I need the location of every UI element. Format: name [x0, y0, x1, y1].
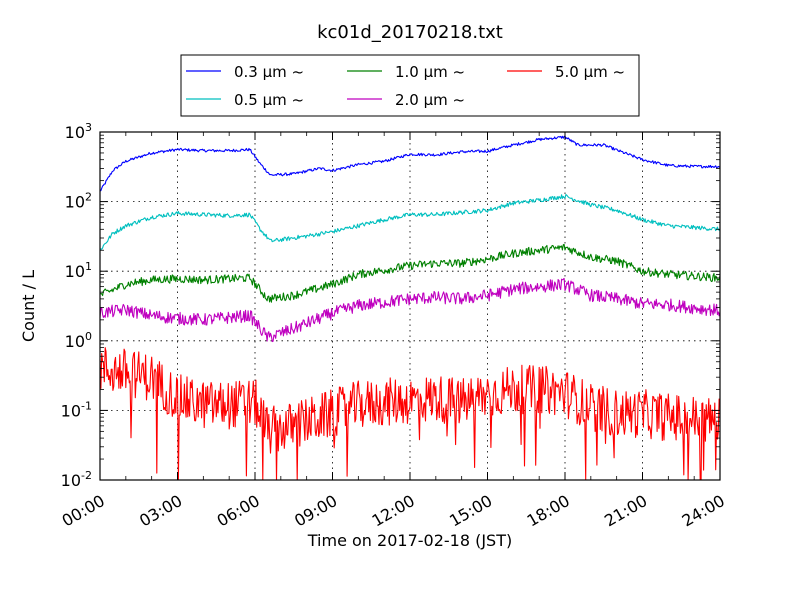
y-tick-exp: -1: [81, 399, 92, 412]
series-line-4: [99, 347, 721, 481]
y-tick-label: 10-2: [61, 469, 92, 490]
x-tick-label: 21:00: [601, 491, 650, 531]
y-tick-base: 10: [65, 262, 85, 281]
legend-label: 1.0 μm ~: [395, 63, 465, 81]
grid: [100, 132, 720, 480]
legend-label: 0.3 μm ~: [234, 63, 304, 81]
series-line-0: [99, 135, 721, 192]
y-tick-label: 100: [65, 330, 92, 351]
x-tick-label: 09:00: [291, 491, 340, 531]
legend: 0.3 μm ~ 0.5 μm ~ 1.0 μm ~ 2.0 μm ~ 5.0 μm ~: [180, 54, 640, 117]
x-tick-label: 03:00: [136, 491, 185, 531]
series-line-2: [99, 243, 721, 303]
y-tick-label: 101: [65, 260, 92, 281]
series-line-1: [99, 194, 721, 250]
y-tick-exp: 1: [85, 260, 92, 273]
ticks: [99, 131, 721, 481]
y-tick-base: 10: [65, 123, 85, 142]
legend-label: 5.0 μm ~: [555, 63, 625, 81]
chart-title: kc01d_20170218.txt: [317, 22, 503, 43]
legend-label: 0.5 μm ~: [234, 91, 304, 109]
y-tick-base: 10: [61, 401, 81, 420]
y-tick-exp: 0: [85, 330, 92, 343]
x-tick-label: 18:00: [524, 491, 573, 531]
y-tick-label: 103: [65, 121, 92, 142]
x-tick-label: 06:00: [214, 491, 263, 531]
x-tick-label: 15:00: [446, 491, 495, 531]
x-axis-label: Time on 2017-02-18 (JST): [307, 531, 512, 550]
y-tick-exp: -2: [81, 469, 92, 482]
x-tick-label: 12:00: [369, 491, 418, 531]
plot-frame: [99, 131, 721, 481]
x-tick-label: 24:00: [679, 491, 728, 531]
y-tick-label: 102: [65, 191, 92, 212]
y-tick-label: 10-1: [61, 399, 92, 420]
series-layer: [99, 135, 721, 481]
y-tick-base: 10: [61, 471, 81, 490]
y-tick-base: 10: [65, 193, 85, 212]
legend-label: 2.0 μm ~: [395, 91, 465, 109]
y-tick-base: 10: [65, 332, 85, 351]
y-tick-exp: 2: [85, 191, 92, 204]
x-tick-label: 00:00: [59, 491, 108, 531]
y-axis-label: Count / L: [19, 270, 38, 342]
y-tick-exp: 3: [85, 121, 92, 134]
legend-frame: [180, 54, 640, 117]
series-line-3: [99, 277, 721, 343]
